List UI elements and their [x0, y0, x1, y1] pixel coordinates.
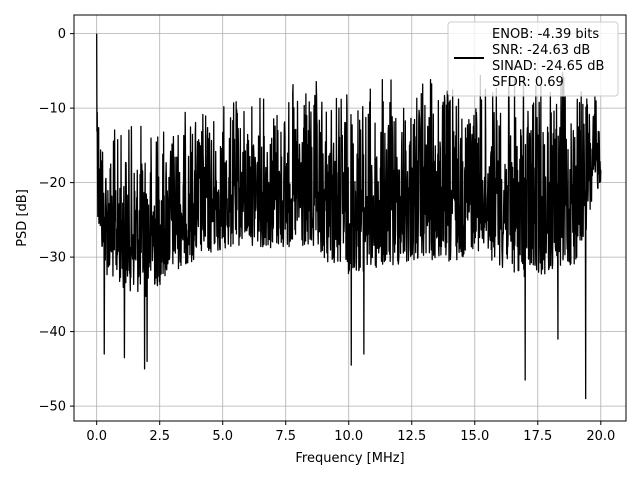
x-tick-label: 0.0: [86, 429, 107, 444]
legend: ENOB: -4.39 bits SNR: -24.63 dB SINAD: -…: [448, 22, 618, 96]
x-axis-label: Frequency [MHz]: [295, 451, 404, 466]
x-tick-label: 17.5: [523, 429, 552, 444]
y-tick-label: −20: [39, 176, 66, 191]
legend-sfdr-text: SFDR: 0.69: [492, 75, 564, 90]
x-tick-label: 15.0: [460, 429, 489, 444]
y-tick-label: 0: [58, 27, 66, 42]
y-tick-label: −40: [39, 325, 66, 340]
x-tick-label: 10.0: [334, 429, 363, 444]
y-tick-label: −30: [39, 251, 66, 266]
x-tick-label: 2.5: [149, 429, 170, 444]
legend-enob-text: ENOB: -4.39 bits: [492, 27, 599, 42]
legend-sinad-text: SINAD: -24.65 dB: [492, 59, 604, 74]
x-tick-label: 7.5: [275, 429, 296, 444]
x-tick-label: 12.5: [397, 429, 426, 444]
x-tick-label: 5.0: [212, 429, 233, 444]
y-tick-label: −10: [39, 102, 66, 117]
y-axis-label: PSD [dB]: [15, 189, 30, 247]
y-tick-label: −50: [39, 400, 66, 415]
x-tick-label: 20.0: [586, 429, 615, 444]
legend-snr-text: SNR: -24.63 dB: [492, 43, 590, 58]
